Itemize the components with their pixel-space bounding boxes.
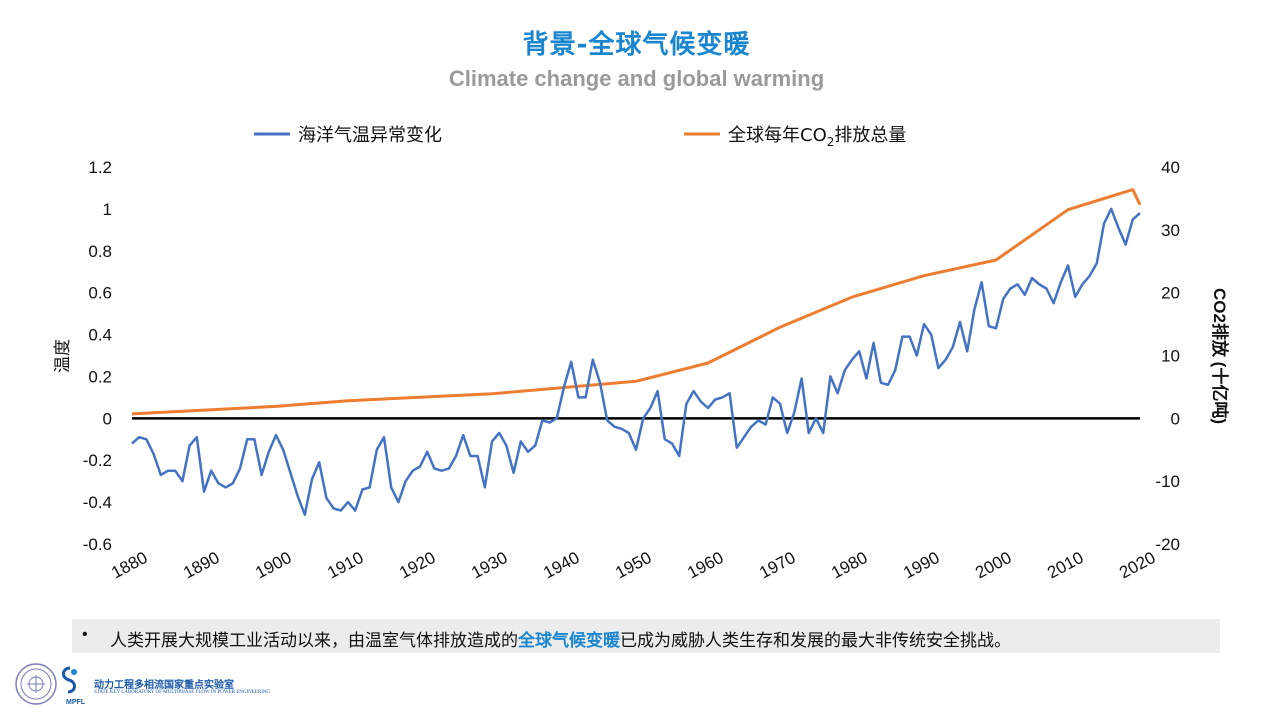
right-axis-ticks: 40 30 20 10 0 -10 -20 [1155,158,1180,554]
right-tick-label: 30 [1161,221,1180,240]
x-tick-label: 2010 [1044,548,1086,583]
left-tick-label: 0.4 [88,326,112,345]
x-tick-label: 1920 [396,548,438,583]
right-tick-label: 10 [1161,347,1180,366]
university-logo: MPFL [15,663,86,706]
legend-ocean-temperature: 海洋气温异常变化 [298,125,442,146]
left-axis-label: 温度 [53,339,72,373]
left-tick-label: 0.2 [88,367,112,386]
lab-name: 动力工程多相流国家重点实验室 [94,680,234,691]
climate-chart: 海洋气温异常变化 全球每年CO2排放总量 1.2 1 0.8 0.6 0.4 0.2 0 -0… [53,125,1230,583]
bullet-point: • [82,626,88,643]
left-tick-label: 0.8 [88,242,112,261]
x-tick-label: 2000 [972,548,1014,583]
series-line-co2 [131,188,1142,416]
lab-abbr: MPFL [66,699,86,706]
right-tick-label: -20 [1155,535,1180,554]
left-tick-label: -0.4 [83,493,112,512]
x-tick-label: 1930 [468,548,510,583]
x-tick-label: 1900 [252,548,294,583]
left-tick-label: 1.2 [88,158,112,177]
lab-logo-icon [62,666,77,694]
slide-subtitle: Climate change and global warming [448,66,825,91]
legend-co2-emissions: 全球每年CO2排放总量 [728,125,906,149]
x-tick-label: 1960 [684,548,726,583]
left-tick-label: 0.6 [88,284,112,303]
right-tick-label: 0 [1171,409,1180,428]
chart-legend: 海洋气温异常变化 全球每年CO2排放总量 [254,125,906,149]
x-tick-label: 1950 [612,548,654,583]
series-line-ocean-temperature [131,207,1141,516]
right-tick-label: 40 [1161,158,1180,177]
left-tick-label: 0 [103,409,112,428]
left-axis-ticks: 1.2 1 0.8 0.6 0.4 0.2 0 -0.2 -0.4 -0.6 [83,158,112,554]
x-tick-label: 2020 [1116,548,1158,583]
highlight-global-warming: 全球气候变暖 [518,631,620,651]
right-tick-label: 20 [1161,284,1180,303]
x-tick-label: 1980 [828,548,870,583]
left-tick-label: 1 [103,200,112,219]
right-tick-label: -10 [1155,472,1180,491]
x-tick-label: 1890 [180,548,222,583]
right-axis-label: CO2排放 (十亿吨) [1210,288,1230,424]
x-tick-label: 1910 [324,548,366,583]
x-tick-label: 1940 [540,548,582,583]
summary-bar: • 人类开展大规模工业活动以来，由温室气体排放造成的全球气候变暖已成为威胁人类生… [72,619,1220,653]
left-tick-label: -0.6 [83,535,112,554]
left-tick-label: -0.2 [83,451,112,470]
x-tick-label: 1990 [900,548,942,583]
lab-name-english: STATE KEY LABORATORY OF MULTIPHASE FLOW … [94,690,271,695]
x-tick-label: 1970 [756,548,798,583]
x-tick-label: 1880 [108,548,150,583]
summary-text: 人类开展大规模工业活动以来，由温室气体排放造成的全球气候变暖已成为威胁人类生存和… [110,631,1011,651]
x-axis-ticks: 1880 1890 1900 1910 1920 1930 1940 1950 1960 1970… [108,548,1158,583]
slide-title: 背景-全球气候变暖 [522,30,751,60]
